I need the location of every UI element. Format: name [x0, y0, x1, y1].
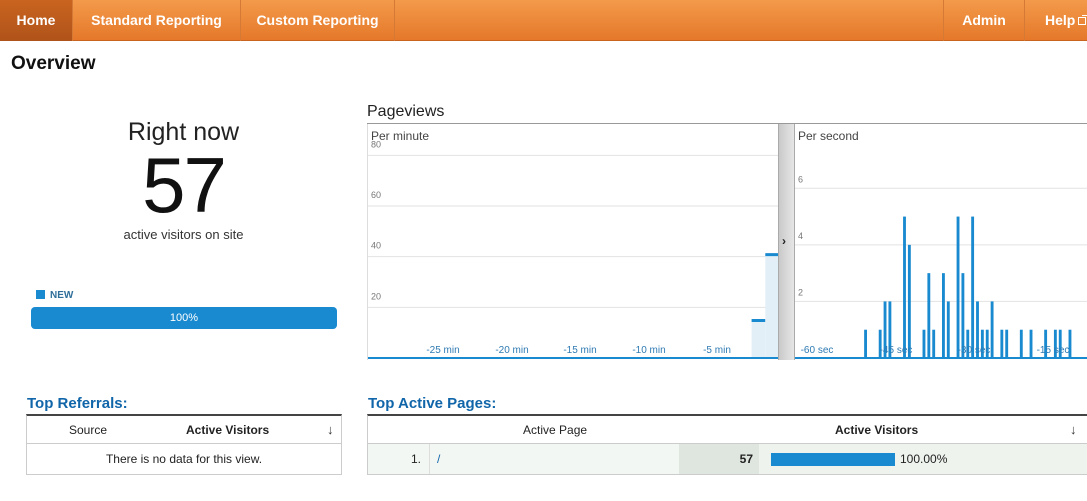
y-tick-label: 2	[798, 287, 803, 297]
bar	[1005, 329, 1009, 358]
bar	[956, 216, 960, 358]
row-percent-cell: 100.00%	[759, 444, 1087, 474]
sort-arrow-icon[interactable]: ↓	[327, 422, 334, 437]
x-tick-label: -45 sec	[880, 345, 913, 356]
col-active-visitors[interactable]: Active Visitors	[186, 423, 270, 437]
bar	[1019, 329, 1023, 358]
y-tick-label: 60	[371, 190, 381, 200]
right-now-label: Right now	[127, 118, 240, 146]
bar	[1029, 329, 1033, 358]
new-visitors-percent: 100%	[169, 312, 199, 324]
sort-arrow-icon[interactable]: ↓	[1070, 422, 1077, 437]
active-visitor-count: 57	[142, 141, 227, 229]
tab-custom-reporting[interactable]: Custom Reporting	[241, 0, 395, 41]
bar	[883, 301, 887, 358]
per-second-svg: 6 4 2 -60 sec -45 sec -30 sec -15 sec	[795, 174, 1087, 359]
bar	[1068, 329, 1072, 358]
y-tick-label: 20	[371, 291, 381, 301]
bar	[888, 301, 892, 358]
bar	[1053, 329, 1057, 358]
col-source[interactable]: Source	[69, 423, 108, 437]
col-active-visitors[interactable]: Active Visitors	[835, 423, 919, 437]
per-minute-svg: 80 60 40 20 -25 min -20 min -15 min -10 min -5 m…	[368, 139, 779, 359]
chart-splitter[interactable]: ›	[778, 124, 795, 360]
pageviews-divider	[367, 123, 1087, 124]
bar	[1044, 329, 1048, 358]
bar-fill	[765, 254, 779, 358]
referrals-empty-message: There is no data for this view.	[26, 444, 342, 475]
help-label: Help	[1045, 12, 1076, 28]
y-tick-label: 6	[798, 174, 803, 184]
row-visitors: 57	[679, 444, 759, 474]
bar	[1000, 329, 1004, 358]
baseline	[795, 357, 1087, 359]
bar	[922, 329, 926, 358]
bar	[878, 329, 882, 358]
top-active-pages-heading: Top Active Pages:	[368, 395, 497, 412]
bar	[942, 273, 945, 358]
bar	[864, 329, 867, 358]
row-rank: 1.	[368, 444, 430, 474]
bar	[985, 329, 989, 358]
baseline	[368, 357, 779, 359]
x-tick-label: -5 min	[703, 345, 731, 356]
legend-new-label: NEW	[50, 290, 74, 301]
col-active-page[interactable]: Active Page	[523, 423, 588, 437]
legend-new: NEW	[36, 290, 73, 301]
bar	[966, 329, 970, 358]
bar	[946, 301, 950, 358]
y-tick-label: 4	[798, 231, 803, 241]
y-tick-label: 40	[371, 241, 381, 251]
pageviews-title: Pageviews	[367, 103, 445, 120]
bar	[927, 273, 931, 358]
x-tick-label: -15 sec	[1037, 345, 1070, 356]
bar	[1058, 329, 1062, 358]
per-second-title: Per second	[798, 129, 859, 143]
row-page-link[interactable]: /	[430, 444, 679, 474]
x-tick-label: -25 min	[426, 345, 459, 356]
bar	[961, 273, 965, 358]
bar	[907, 244, 911, 358]
referrals-table-header: Source Active Visitors ↓	[26, 414, 342, 444]
x-tick-label: -60 sec	[801, 345, 834, 356]
bar	[932, 329, 936, 358]
right-now-panel: Right now 57 active visitors on site	[30, 118, 337, 242]
bar	[765, 253, 779, 257]
tab-help[interactable]: Help	[1025, 0, 1087, 41]
active-pages-table-header: Active Page Active Visitors ↓	[367, 414, 1087, 444]
page-title: Overview	[11, 53, 96, 74]
bar-fill	[751, 320, 766, 358]
top-navigation: Home Standard Reporting Custom Reporting…	[0, 0, 1087, 41]
chevron-right-icon[interactable]: ›	[782, 234, 786, 248]
bar	[971, 216, 975, 358]
bar	[980, 329, 984, 358]
legend-swatch	[36, 290, 45, 299]
x-tick-label: -30 sec	[958, 345, 991, 356]
tab-admin[interactable]: Admin	[943, 0, 1025, 41]
bar	[751, 319, 766, 322]
y-tick-label: 80	[371, 139, 381, 149]
row-percent: 100.00%	[900, 452, 948, 466]
per-minute-chart: Per minute 80 60 40 20 -25 min -20 min -15 min…	[367, 124, 779, 360]
tab-home[interactable]: Home	[0, 0, 73, 41]
per-minute-title: Per minute	[371, 129, 430, 143]
external-link-icon	[1078, 15, 1087, 25]
x-tick-label: -10 min	[632, 345, 665, 356]
x-tick-label: -15 min	[563, 345, 596, 356]
row-percent-bar	[771, 453, 895, 466]
bar	[990, 301, 994, 358]
per-second-chart: Per second 6 4 2 -60 sec -45 sec -30 sec -15 s…	[795, 124, 1087, 360]
bar	[903, 216, 906, 358]
bar	[976, 301, 979, 358]
table-row: 1. / 57 100.00%	[367, 444, 1087, 475]
top-referrals-heading: Top Referrals:	[27, 395, 128, 412]
x-tick-label: -20 min	[495, 345, 528, 356]
tab-standard-reporting[interactable]: Standard Reporting	[73, 0, 241, 41]
new-visitors-bar: 100%	[31, 307, 337, 329]
active-visitors-caption: active visitors on site	[123, 227, 244, 242]
